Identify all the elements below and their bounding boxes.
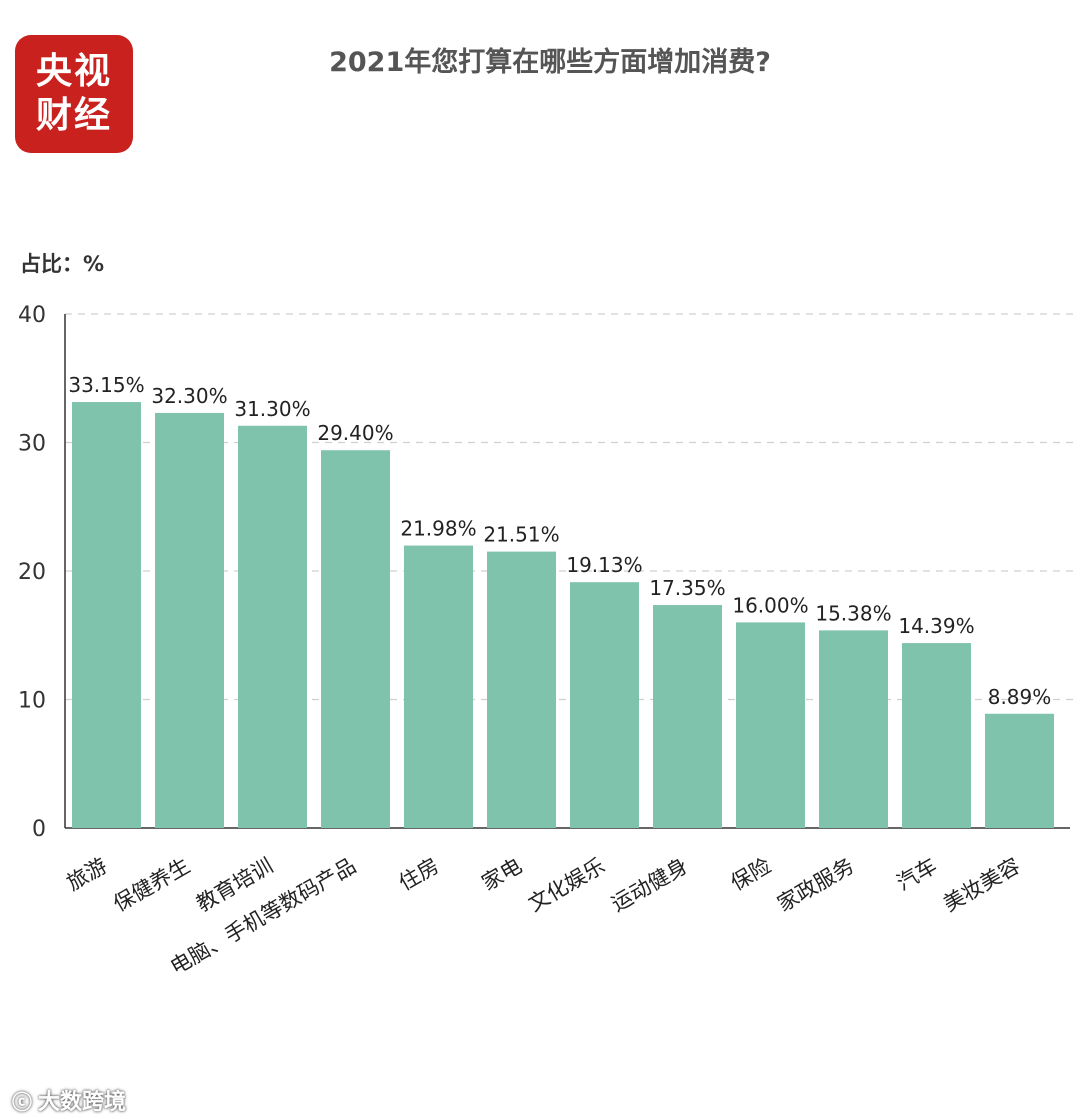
y-tick-label: 40 bbox=[18, 303, 46, 328]
x-tick-label: 保险 bbox=[727, 854, 775, 896]
data-label: 33.15% bbox=[68, 373, 144, 397]
data-label: 21.98% bbox=[400, 517, 476, 541]
bar-11 bbox=[902, 643, 971, 828]
x-tick-label: 汽车 bbox=[893, 854, 941, 896]
data-label: 21.51% bbox=[483, 523, 559, 547]
bar-4 bbox=[321, 450, 390, 828]
x-tick-label: 旅游 bbox=[63, 854, 111, 896]
bar-2 bbox=[155, 412, 224, 828]
logo-line-1: 央视 bbox=[35, 51, 112, 92]
bar-1 bbox=[72, 402, 141, 828]
bar-9 bbox=[736, 622, 805, 828]
watermark-text: 大数跨境 bbox=[38, 1090, 127, 1115]
bar-7 bbox=[570, 582, 639, 828]
x-tick-label: 运动健身 bbox=[607, 854, 692, 917]
bar-10 bbox=[819, 630, 888, 828]
bar-3 bbox=[238, 425, 307, 828]
x-tick-label: 住房 bbox=[395, 854, 443, 896]
y-tick-label: 20 bbox=[18, 560, 46, 585]
data-label: 16.00% bbox=[732, 593, 808, 617]
x-tick-label: 家政服务 bbox=[773, 854, 858, 917]
data-label: 32.30% bbox=[151, 384, 227, 408]
data-label: 15.38% bbox=[815, 601, 891, 625]
bar-chart: 01020304033.15%旅游32.30%保健养生31.30%教育培训29.… bbox=[18, 303, 1075, 979]
bar-5 bbox=[404, 545, 473, 828]
data-label: 31.30% bbox=[234, 397, 310, 421]
data-label: 29.40% bbox=[317, 421, 393, 445]
watermark: ⓒ 大数跨境 bbox=[12, 1084, 126, 1116]
cctv-finance-logo: 央视 财经 bbox=[15, 35, 133, 153]
chart-title: 2021年您打算在哪些方面增加消费? bbox=[329, 47, 771, 78]
y-tick-label: 30 bbox=[18, 432, 46, 457]
data-label: 17.35% bbox=[649, 576, 725, 600]
y-tick-label: 0 bbox=[32, 817, 46, 842]
x-tick-label: 保健养生 bbox=[109, 854, 194, 917]
data-label: 19.13% bbox=[566, 553, 642, 577]
bar-12 bbox=[985, 713, 1054, 828]
x-tick-label: 文化娱乐 bbox=[524, 854, 609, 917]
chat-bubble-icon: ⓒ bbox=[12, 1089, 32, 1114]
x-tick-label: 美妆美容 bbox=[939, 854, 1024, 917]
bar-6 bbox=[487, 551, 556, 828]
y-axis-unit-label: 占比：% bbox=[20, 252, 105, 276]
data-label: 14.39% bbox=[898, 614, 974, 638]
data-label: 8.89% bbox=[988, 685, 1052, 709]
y-tick-label: 10 bbox=[18, 689, 46, 714]
logo-line-2: 财经 bbox=[35, 95, 112, 136]
x-tick-label: 家电 bbox=[478, 854, 526, 896]
bar-8 bbox=[653, 605, 722, 828]
